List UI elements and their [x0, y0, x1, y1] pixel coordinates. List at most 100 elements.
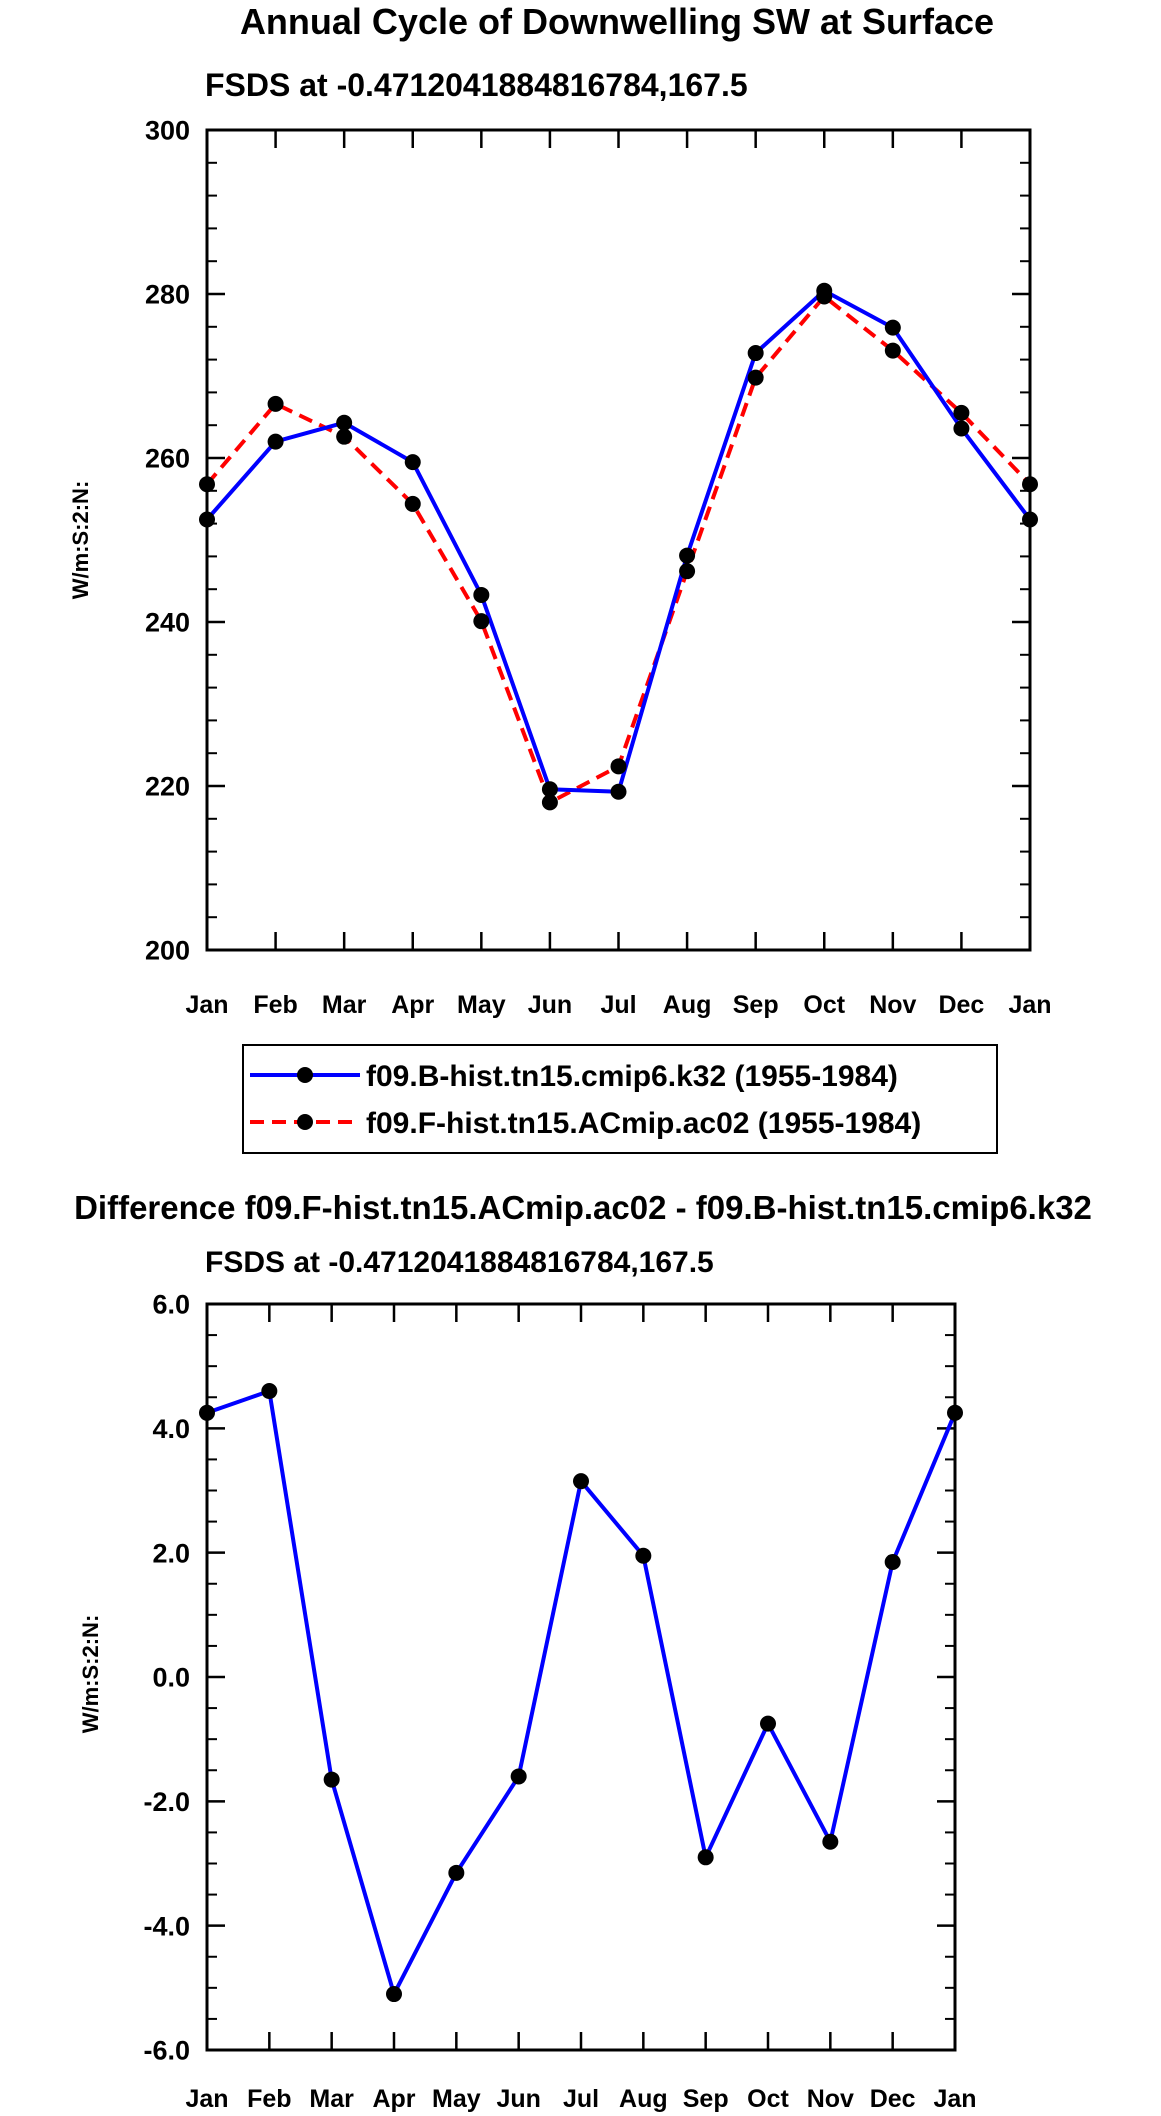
data-point-s0 [541, 781, 558, 798]
data-point-s0 [323, 1771, 340, 1788]
x-tick-label: May [432, 2085, 481, 2113]
data-point-s0 [953, 420, 970, 437]
x-tick-label: Feb [253, 991, 297, 1019]
y-tick-label: -6.0 [143, 2036, 190, 2066]
data-point-s1 [473, 613, 490, 630]
x-tick-label: May [457, 991, 506, 1019]
x-tick-label: Jan [185, 991, 228, 1019]
data-point-s1 [267, 395, 284, 412]
chart2-series [199, 1383, 963, 2003]
data-point-s1 [679, 563, 696, 580]
annual-cycle-chart: Annual Cycle of Downwelling SW at Surfac… [68, 1, 1052, 1154]
y-tick-label: 260 [145, 444, 190, 474]
x-tick-label: Apr [372, 2085, 415, 2113]
y-tick-label: -2.0 [143, 1787, 190, 1817]
data-point-s1 [199, 476, 215, 493]
data-point-s0 [336, 414, 353, 431]
x-tick-label: Nov [869, 991, 916, 1019]
chart1-subtitle: FSDS at -0.4712041884816784,167.5 [205, 67, 748, 103]
x-tick-label: Oct [803, 991, 845, 1019]
data-point-s0 [573, 1473, 589, 1490]
chart1-title: Annual Cycle of Downwelling SW at Surfac… [240, 1, 994, 42]
chart2-ticks: Jan Feb Mar Apr May Jun Jul Aug Sep Oct Nov Dec Jan -… [143, 1290, 976, 2113]
data-point-s1 [816, 288, 833, 305]
data-point-s0 [404, 454, 421, 471]
data-point-s0 [1022, 511, 1038, 528]
y-tick-label: 220 [145, 772, 190, 802]
data-point-s0 [747, 345, 764, 362]
y-tick-label: 2.0 [152, 1538, 190, 1568]
series-line-1 [205, 294, 1032, 805]
data-point-s0 [448, 1864, 465, 1881]
data-point-s1 [953, 404, 970, 421]
x-tick-label: Sep [683, 2085, 729, 2113]
x-tick-label: Aug [619, 2085, 668, 2113]
x-tick-label: Mar [309, 2085, 354, 2113]
chart1-plot-frame [205, 128, 1032, 952]
x-tick-label: Oct [747, 2085, 789, 2113]
data-point-s0 [884, 1553, 901, 1570]
x-tick-label: Jul [600, 991, 636, 1019]
difference-chart: Difference f09.F-hist.tn15.ACmip.ac02 - … [74, 1189, 1092, 2113]
data-point-s0 [267, 433, 284, 450]
y-tick-label: 0.0 [152, 1663, 190, 1693]
x-tick-label: Mar [322, 991, 367, 1019]
x-tick-label: Dec [870, 2085, 916, 2113]
data-point-s0 [679, 547, 696, 564]
legend-box [242, 1044, 998, 1154]
y-tick-label: 200 [145, 936, 190, 966]
data-point-s0 [760, 1715, 776, 1732]
x-tick-label: Jan [933, 2085, 976, 2113]
data-point-s0 [822, 1833, 839, 1850]
legend-label-b-hist: f09.B-hist.tn15.cmip6.k32 (1955-1984) [366, 1060, 898, 1093]
x-tick-label: Jun [496, 2085, 540, 2113]
series-line-0 [205, 288, 1032, 794]
x-tick-label: Sep [733, 991, 779, 1019]
x-tick-label: Aug [663, 991, 712, 1019]
data-point-s0 [884, 319, 901, 336]
data-point-s0 [610, 783, 627, 800]
data-point-s0 [697, 1849, 714, 1866]
x-tick-label: Jul [563, 2085, 599, 2113]
y-tick-label: 280 [145, 280, 190, 310]
data-point-s0 [473, 586, 490, 603]
legend-marker-f-hist [297, 1114, 313, 1130]
y-tick-label: -4.0 [143, 1911, 190, 1941]
chart2-y-axis-label: W/m:S:2:N: [78, 1615, 103, 1734]
chart2-subtitle: FSDS at -0.4712041884816784,167.5 [205, 1246, 714, 1279]
chart1-y-axis-label: W/m:S:2:N: [68, 481, 93, 600]
chart1-series [199, 282, 1038, 811]
legend-marker-b-hist [297, 1067, 313, 1083]
chart2-plot-frame [205, 1302, 957, 2052]
x-tick-label: Dec [938, 991, 984, 1019]
chart2-title: Difference f09.F-hist.tn15.ACmip.ac02 - … [74, 1189, 1092, 1226]
data-point-s1 [336, 428, 353, 445]
data-point-s0 [510, 1768, 527, 1785]
x-tick-label: Jan [185, 2085, 228, 2113]
data-point-s1 [1022, 476, 1038, 493]
y-tick-label: 240 [145, 608, 190, 638]
data-point-s1 [541, 794, 558, 811]
x-tick-label: Nov [807, 2085, 854, 2113]
y-tick-label: 6.0 [152, 1290, 190, 1320]
data-point-s1 [404, 495, 421, 512]
data-point-s0 [635, 1547, 652, 1564]
chart1-ticks: Jan Feb Mar Apr May Jun Jul Aug Sep Oct Nov Dec Jan 2… [145, 116, 1052, 1019]
data-point-s0 [386, 1986, 402, 2003]
chart1-legend: f09.B-hist.tn15.cmip6.k32 (1955-1984) f0… [242, 1044, 998, 1154]
data-point-s0 [947, 1404, 963, 1421]
legend-label-f-hist: f09.F-hist.tn15.ACmip.ac02 (1955-1984) [366, 1107, 921, 1140]
data-point-s1 [884, 342, 901, 359]
data-point-s0 [199, 1404, 215, 1421]
data-point-s0 [261, 1383, 278, 1400]
x-tick-label: Feb [247, 2085, 291, 2113]
data-point-s0 [199, 511, 215, 528]
x-tick-label: Jun [528, 991, 572, 1019]
x-tick-label: Jan [1008, 991, 1051, 1019]
y-tick-label: 4.0 [152, 1414, 190, 1444]
y-tick-label: 300 [145, 116, 190, 146]
x-tick-label: Apr [391, 991, 434, 1019]
data-point-s1 [747, 369, 764, 386]
data-point-s1 [610, 758, 627, 775]
